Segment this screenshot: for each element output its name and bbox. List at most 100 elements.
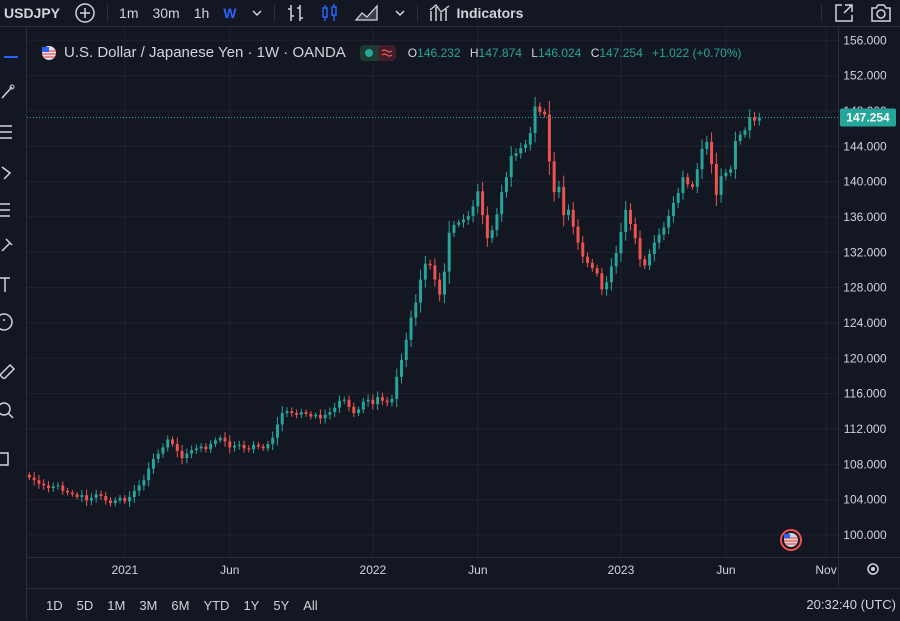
- candle-body: [748, 117, 752, 131]
- candle: [657, 228, 661, 249]
- price-tick-label: 116.000: [844, 387, 887, 401]
- candle-body: [318, 414, 322, 419]
- candle-body: [104, 496, 108, 501]
- symbol-title[interactable]: U.S. Dollar / Japanese Yen · 1W · OANDA: [64, 44, 346, 61]
- price-tick-label: 140.000: [843, 175, 887, 189]
- range-1m[interactable]: 1M: [107, 597, 126, 613]
- range-ytd[interactable]: YTD: [203, 597, 230, 613]
- range-5y[interactable]: 5Y: [273, 597, 290, 613]
- candle-body: [566, 209, 570, 216]
- candle-body: [667, 216, 671, 228]
- interval-30m[interactable]: 30m: [152, 5, 180, 21]
- compare-symbol-button[interactable]: [67, 0, 103, 26]
- fullscreen-button[interactable]: [826, 0, 862, 26]
- forecast-tool[interactable]: [0, 201, 22, 219]
- candle: [743, 127, 747, 138]
- range-6m[interactable]: 6M: [171, 597, 190, 613]
- candle-body: [237, 444, 241, 446]
- candle: [738, 131, 742, 145]
- candle: [509, 146, 513, 187]
- candle: [605, 275, 609, 296]
- low-value: 146.024: [537, 45, 582, 60]
- utc-clock[interactable]: 20:32:40 (UTC): [806, 597, 896, 612]
- candle: [552, 151, 556, 202]
- interval-1h[interactable]: 1h: [193, 5, 210, 21]
- trend-line-tool[interactable]: [0, 83, 22, 101]
- chart-settings-button[interactable]: [867, 563, 879, 575]
- indicators-button[interactable]: Indicators: [422, 0, 531, 26]
- smiley-icon: [0, 313, 13, 331]
- candle-body: [676, 193, 680, 203]
- interval-1m[interactable]: 1m: [119, 5, 139, 21]
- candle-body: [171, 439, 174, 444]
- text-tool[interactable]: [0, 275, 22, 293]
- candle-style-button[interactable]: [313, 0, 347, 26]
- candle-body: [462, 219, 465, 223]
- chart-style-dropdown[interactable]: [387, 0, 413, 26]
- snapshot-button[interactable]: [862, 0, 900, 26]
- candle: [113, 497, 117, 507]
- candle-body: [609, 266, 613, 283]
- range-all[interactable]: All: [303, 597, 318, 613]
- candle-body: [447, 232, 451, 272]
- candle-body: [99, 494, 103, 497]
- candle-body: [433, 265, 437, 280]
- drawing-toolbar: [0, 27, 27, 620]
- chart-grid: [27, 27, 900, 587]
- candle: [361, 397, 365, 414]
- candle: [533, 96, 537, 143]
- candle: [757, 112, 761, 126]
- candle-body: [204, 446, 208, 450]
- candle-body: [729, 169, 733, 173]
- candle-body: [586, 256, 590, 263]
- candle-body: [490, 230, 494, 239]
- fib-tool[interactable]: [0, 123, 22, 141]
- candle: [729, 165, 733, 177]
- candle: [147, 462, 151, 487]
- candle-body: [648, 254, 652, 266]
- range-1y[interactable]: 1Y: [243, 597, 260, 613]
- candle: [442, 263, 446, 304]
- expand-icon: [835, 4, 853, 22]
- country-flag-icon[interactable]: [780, 529, 802, 551]
- candle-body: [347, 399, 351, 407]
- candle: [242, 440, 246, 453]
- range-3m[interactable]: 3M: [139, 597, 158, 613]
- symbol-search-button[interactable]: USDJPY: [4, 5, 61, 21]
- range-1d[interactable]: 1D: [46, 597, 63, 613]
- time-axis[interactable]: 2021 Jun 2022 Jun 2023 Jun Nov: [111, 563, 836, 577]
- time-tick-label: Jun: [220, 563, 239, 577]
- high-label: H: [469, 45, 479, 60]
- magnet-tool[interactable]: [0, 451, 22, 469]
- crosshair-tool[interactable]: [0, 43, 22, 61]
- pattern-tool[interactable]: [0, 163, 22, 181]
- bar-style-button[interactable]: [279, 0, 313, 26]
- market-status-pill[interactable]: [359, 44, 396, 61]
- us-flag-icon: [42, 45, 56, 60]
- high-value: 147.874: [478, 45, 522, 60]
- price-tick-label: 128.000: [843, 281, 887, 295]
- candle: [304, 409, 308, 417]
- price-chart[interactable]: 100.000 104.000 108.000 112.000 116.000 120.0…: [27, 27, 900, 587]
- chevron-down-icon: [394, 10, 405, 17]
- candle-body: [357, 409, 361, 414]
- brush-tool[interactable]: [0, 235, 22, 253]
- candle-body: [619, 231, 623, 254]
- zoom-tool[interactable]: [0, 401, 22, 419]
- candle: [109, 497, 112, 507]
- interval-dropdown[interactable]: [244, 0, 270, 26]
- area-style-button[interactable]: [347, 0, 387, 26]
- candle: [104, 491, 108, 505]
- candle-body: [481, 191, 485, 216]
- candle: [705, 135, 709, 155]
- candle: [595, 264, 599, 277]
- candle-body: [46, 485, 50, 489]
- candle-body: [94, 494, 98, 498]
- price-tick-label: 104.000: [843, 493, 887, 507]
- emoji-tool[interactable]: [0, 313, 22, 331]
- price-tick-label: 112.000: [844, 422, 887, 436]
- interval-w[interactable]: W: [223, 5, 237, 21]
- candle: [395, 368, 399, 408]
- range-5d[interactable]: 5D: [76, 597, 94, 613]
- ruler-tool[interactable]: [0, 361, 22, 381]
